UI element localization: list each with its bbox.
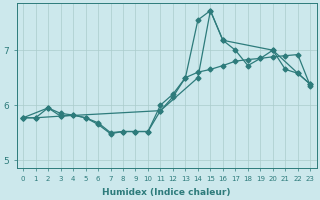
X-axis label: Humidex (Indice chaleur): Humidex (Indice chaleur) [102,188,231,197]
